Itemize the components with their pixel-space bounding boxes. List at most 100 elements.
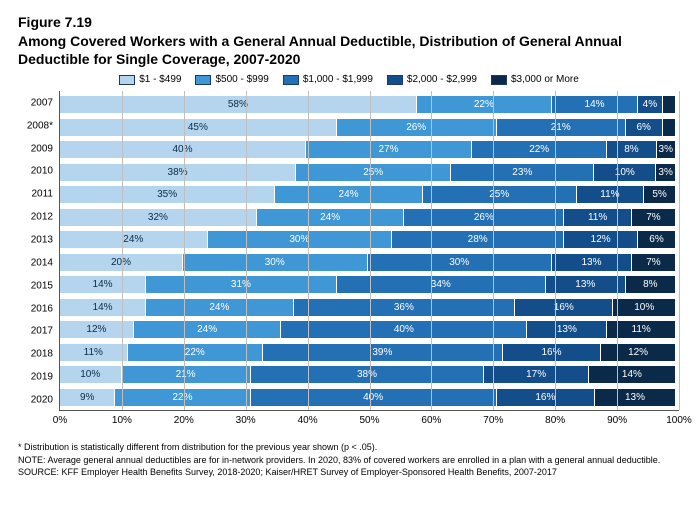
stacked-bar: 12%24%40%13%11% bbox=[60, 321, 675, 338]
footnotes: * Distribution is statistically differen… bbox=[18, 441, 680, 477]
bar-segment: 17% bbox=[484, 366, 589, 383]
y-axis-labels: 20072008*2009201020112012201320142015201… bbox=[19, 91, 55, 411]
x-tick-label: 40% bbox=[298, 415, 318, 426]
stacked-bar: 24%30%28%12%6% bbox=[60, 231, 675, 248]
bar-segment: 7% bbox=[632, 209, 675, 226]
y-axis-label: 2020 bbox=[31, 394, 53, 405]
bar-segment: 24% bbox=[134, 321, 282, 338]
y-axis-label: 2009 bbox=[31, 143, 53, 154]
bar-segment: 14% bbox=[589, 366, 675, 383]
stacked-bar: 38%25%23%10%3% bbox=[60, 164, 675, 181]
legend-swatch bbox=[491, 75, 507, 85]
bar-segment: 13% bbox=[552, 254, 632, 271]
legend-label: $3,000 or More bbox=[511, 74, 579, 85]
bar-segment: 6% bbox=[638, 231, 675, 248]
x-tick-label: 50% bbox=[359, 415, 379, 426]
stacked-bar: 9%22%40%16%13% bbox=[60, 389, 675, 406]
footnote-note: NOTE: Average general annual deductibles… bbox=[18, 454, 680, 466]
bar-segment: 36% bbox=[294, 299, 515, 316]
bar-row: 14%24%36%16%10% bbox=[60, 296, 675, 319]
stacked-bar: 14%24%36%16%10% bbox=[60, 299, 675, 316]
bar-segment: 5% bbox=[644, 186, 675, 203]
legend-swatch bbox=[283, 75, 299, 85]
legend-swatch bbox=[119, 75, 135, 85]
gridline bbox=[555, 91, 556, 410]
bar-segment: 26% bbox=[404, 209, 564, 226]
chart-title: Among Covered Workers with a General Ann… bbox=[18, 32, 680, 68]
bar-segment: 58% bbox=[60, 96, 417, 113]
bar-segment: 38% bbox=[60, 164, 296, 181]
bar-segment: 3% bbox=[657, 141, 675, 158]
y-axis-label: 2012 bbox=[31, 212, 53, 223]
legend-swatch bbox=[387, 75, 403, 85]
legend-label: $500 - $999 bbox=[215, 74, 268, 85]
legend-label: $1,000 - $1,999 bbox=[303, 74, 373, 85]
legend-item: $1 - $499 bbox=[119, 74, 181, 85]
bar-segment: 24% bbox=[146, 299, 294, 316]
bar-segment: 10% bbox=[594, 164, 656, 181]
bar-segment: 16% bbox=[515, 299, 613, 316]
bar-segment: 12% bbox=[564, 231, 638, 248]
bar-segment: 40% bbox=[251, 389, 497, 406]
gridline bbox=[370, 91, 371, 410]
gridline bbox=[617, 91, 618, 410]
bar-segment: 14% bbox=[60, 299, 146, 316]
y-axis-label: 2018 bbox=[31, 349, 53, 360]
bar-segment bbox=[663, 96, 675, 113]
bar-segment: 45% bbox=[60, 119, 337, 136]
gridline bbox=[493, 91, 494, 410]
footnote-source: SOURCE: KFF Employer Health Benefits Sur… bbox=[18, 466, 680, 478]
x-tick-label: 70% bbox=[483, 415, 503, 426]
x-tick-label: 10% bbox=[112, 415, 132, 426]
y-axis-label: 2007 bbox=[31, 97, 53, 108]
bar-segment: 24% bbox=[257, 209, 405, 226]
bar-segment: 7% bbox=[632, 254, 675, 271]
bar-row: 40%27%22%8%3% bbox=[60, 138, 675, 161]
y-axis-label: 2019 bbox=[31, 372, 53, 383]
bar-segment: 10% bbox=[613, 299, 675, 316]
x-tick-label: 90% bbox=[607, 415, 627, 426]
stacked-bar: 35%24%25%11%5% bbox=[60, 186, 675, 203]
figure-number: Figure 7.19 bbox=[18, 14, 680, 30]
bar-segment: 6% bbox=[626, 119, 663, 136]
footnote-star: * Distribution is statistically differen… bbox=[18, 441, 680, 453]
bar-row: 32%24%26%11%7% bbox=[60, 206, 675, 229]
bar-segment: 8% bbox=[626, 276, 675, 293]
stacked-bar: 32%24%26%11%7% bbox=[60, 209, 675, 226]
bar-row: 20%30%30%13%7% bbox=[60, 251, 675, 274]
legend-item: $3,000 or More bbox=[491, 74, 579, 85]
x-tick-label: 60% bbox=[421, 415, 441, 426]
bar-row: 24%30%28%12%6% bbox=[60, 228, 675, 251]
bar-segment: 3% bbox=[656, 164, 675, 181]
y-axis-label: 2015 bbox=[31, 280, 53, 291]
legend-item: $1,000 - $1,999 bbox=[283, 74, 373, 85]
bar-segment: 14% bbox=[552, 96, 638, 113]
gridline bbox=[122, 91, 123, 410]
bar-segment: 13% bbox=[527, 321, 607, 338]
bar-segment: 39% bbox=[263, 344, 503, 361]
legend-label: $2,000 - $2,999 bbox=[407, 74, 477, 85]
plot-area: 58%22%14%4%45%26%21%6%40%27%22%8%3%38%25… bbox=[59, 91, 679, 411]
y-axis-label: 2014 bbox=[31, 257, 53, 268]
bar-row: 58%22%14%4% bbox=[60, 93, 675, 116]
bar-segment: 16% bbox=[497, 389, 595, 406]
bar-segment: 12% bbox=[601, 344, 675, 361]
bar-segment: 16% bbox=[503, 344, 601, 361]
stacked-bar: 40%27%22%8%3% bbox=[60, 141, 675, 158]
bar-row: 10%21%38%17%14% bbox=[60, 363, 675, 386]
bar-segment: 32% bbox=[60, 209, 257, 226]
bar-row: 11%22%39%16%12% bbox=[60, 341, 675, 364]
x-tick-label: 20% bbox=[174, 415, 194, 426]
bar-segment: 28% bbox=[392, 231, 564, 248]
y-axis-label: 2013 bbox=[31, 234, 53, 245]
bar-segment: 10% bbox=[60, 366, 122, 383]
y-axis-label: 2011 bbox=[31, 189, 53, 200]
bar-segment: 22% bbox=[128, 344, 263, 361]
bar-segment: 23% bbox=[451, 164, 594, 181]
bar-row: 9%22%40%16%13% bbox=[60, 386, 675, 409]
bar-segment: 21% bbox=[497, 119, 626, 136]
stacked-bar: 58%22%14%4% bbox=[60, 96, 675, 113]
bar-segment: 24% bbox=[275, 186, 423, 203]
bar-segment: 38% bbox=[251, 366, 485, 383]
bar-segment: 9% bbox=[60, 389, 115, 406]
